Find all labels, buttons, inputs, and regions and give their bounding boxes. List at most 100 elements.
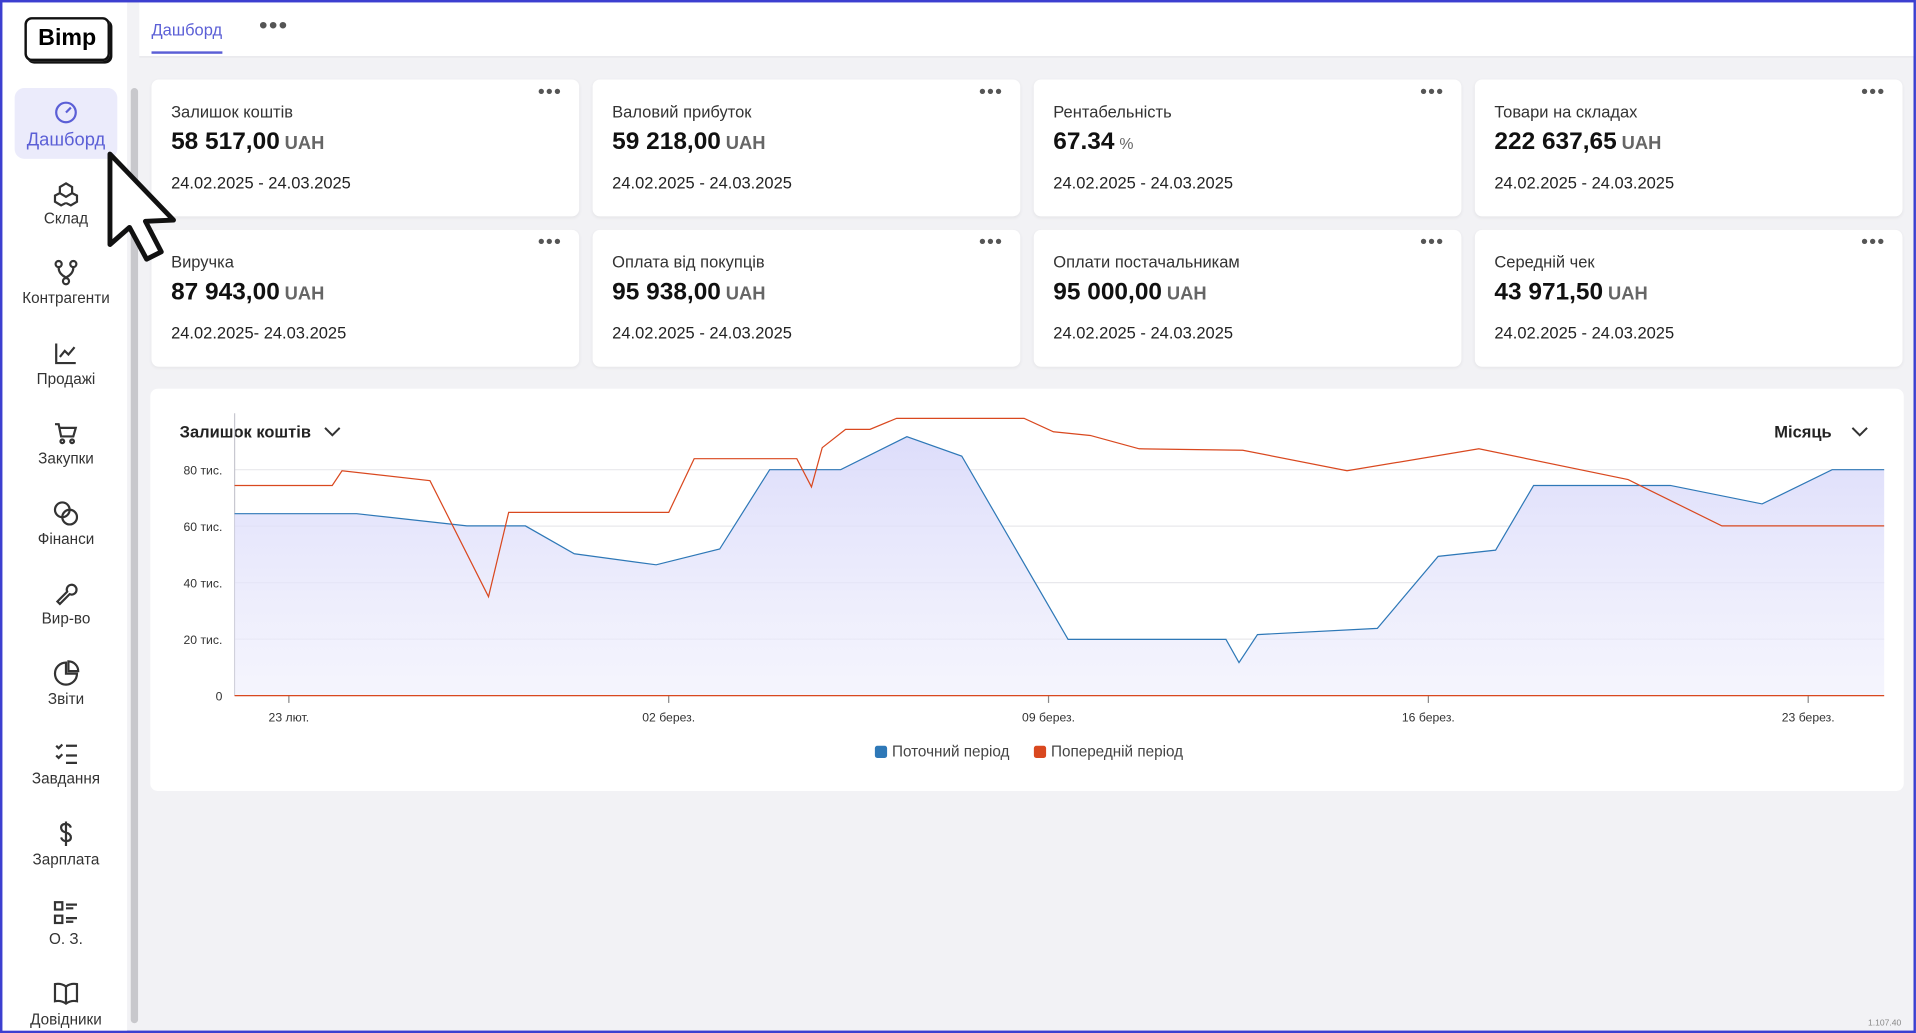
kpi-card: Оплата від покупців 95 938,00 UAH 24.02.202…	[592, 229, 1021, 367]
nav-item[interactable]: О. З.	[15, 889, 118, 960]
kpi-value: 95 938,00 UAH	[612, 279, 765, 307]
kpi-value: 59 218,00 UAH	[612, 128, 765, 156]
dropdown-icon[interactable]	[1851, 427, 1868, 437]
nav-label: Дашборд	[26, 129, 106, 151]
kpi-number: 67.34	[1053, 128, 1115, 156]
card-menu[interactable]: •••	[1861, 81, 1886, 103]
nav-label: О. З.	[49, 930, 83, 948]
kpi-value: 43 971,50 UAH	[1494, 279, 1647, 307]
line	[234, 417, 1885, 599]
nav-item[interactable]: Продажі	[15, 328, 118, 399]
nav-icon	[53, 982, 79, 1005]
card-menu[interactable]: •••	[1420, 81, 1445, 103]
kpi-period: 24.02.2025 - 24.03.2025	[171, 173, 351, 192]
card-menu[interactable]: •••	[1861, 232, 1886, 254]
kpi-period: 24.02.2025 - 24.03.2025	[1494, 323, 1675, 343]
kpi-unit: UAH	[284, 133, 325, 155]
kpi-number: 95 000,00	[1053, 278, 1163, 306]
nav-label: Зарплата	[32, 850, 100, 868]
legend-swatch	[1033, 745, 1047, 758]
x-tick-label: 23 лют.	[269, 710, 310, 724]
nav-label: Склад	[43, 209, 89, 227]
metric-selector[interactable]: Залишок коштів	[180, 424, 311, 442]
nav-item[interactable]: Склад	[15, 168, 118, 239]
nav-icon	[54, 423, 78, 445]
active-tab[interactable]: Дашборд	[151, 21, 223, 54]
kpi-title: Оплати постачальникам	[1053, 253, 1240, 272]
kpi-unit: UAH	[284, 283, 325, 305]
kpi-title: Середній чек	[1494, 253, 1595, 272]
nav-label: Завдання	[31, 770, 101, 788]
nav-label: Фінанси	[37, 529, 95, 548]
y-tick-label: 20 тис.	[183, 633, 222, 647]
area	[234, 436, 1885, 696]
nav-icon	[55, 342, 76, 364]
nav-item[interactable]: Вир-во	[15, 568, 118, 639]
x-tick-label: 09 берез.	[1022, 710, 1075, 724]
scrollbar[interactable]	[130, 88, 139, 1024]
nav-icon	[53, 181, 79, 207]
nav-icon	[55, 743, 77, 764]
nav-icon	[55, 101, 77, 124]
kpi-value: 58 517,00 UAH	[171, 128, 324, 156]
kpi-period: 24.02.2025 - 24.03.2025	[1053, 323, 1234, 343]
nav-label: Закупки	[38, 449, 94, 467]
kpi-period: 24.02.2025 - 24.03.2025	[612, 323, 792, 343]
kpi-number: 43 971,50	[1494, 278, 1604, 306]
nav-label: Звіти	[47, 690, 85, 708]
kpi-number: 95 938,00	[612, 278, 721, 306]
card-menu[interactable]: •••	[1420, 232, 1445, 254]
nav-item[interactable]: Зарплата	[15, 809, 118, 880]
card-menu[interactable]: •••	[978, 232, 1004, 254]
nav-icon	[59, 820, 72, 846]
kpi-unit: UAH	[1166, 283, 1207, 305]
nav-label: Вир-во	[41, 610, 91, 628]
kpi-title: Валовий прибуток	[612, 102, 752, 122]
logo[interactable]: Bimp	[24, 17, 110, 62]
kpi-value: 95 000,00 UAH	[1053, 279, 1206, 307]
y-tick-label: 60 тис.	[183, 520, 222, 534]
nav-item[interactable]: Звіти	[15, 649, 118, 720]
kpi-number: 59 218,00	[612, 128, 721, 156]
nav-item[interactable]: Довідники	[15, 969, 118, 1031]
kpi-number: 222 637,65	[1494, 128, 1617, 156]
kpi-card: Рентабельність 67.34% 24.02.2025 - 24.03.2…	[1033, 79, 1462, 217]
x-tick-label: 16 берез.	[1402, 710, 1455, 724]
nav-icon	[53, 901, 77, 925]
y-tick-label: 40 тис.	[183, 577, 222, 591]
dropdown-icon[interactable]	[324, 427, 341, 437]
nav-item[interactable]: Закупки	[15, 408, 118, 479]
kpi-period: 24.02.2025 - 24.03.2025	[612, 173, 792, 192]
kpi-unit: UAH	[1608, 283, 1648, 305]
kpi-unit: %	[1119, 134, 1134, 153]
kpi-title: Залишок коштів	[171, 102, 294, 122]
kpi-card: Залишок коштів 58 517,00 UAH 24.02.2025 - 2…	[151, 79, 580, 217]
legend-label: Попередній період	[1051, 744, 1183, 761]
nav-item[interactable]: Завдання	[15, 729, 118, 800]
kpi-number: 87 943,00	[171, 278, 280, 306]
kpi-card: Товари на складах 222 637,65 UAH 24.02.2025…	[1474, 79, 1903, 217]
nav-label: Продажі	[36, 369, 96, 387]
kpi-unit: UAH	[725, 283, 766, 305]
nav-label: Контрагенти	[22, 289, 110, 307]
nav-icon	[53, 500, 79, 525]
kpi-card: Валовий прибуток 59 218,00 UAH 24.02.2025 -…	[592, 79, 1021, 217]
kpi-title: Товари на складах	[1494, 102, 1638, 122]
mouse-cursor	[107, 151, 176, 262]
period-selector[interactable]: Місяць	[1774, 424, 1831, 442]
card-menu[interactable]: •••	[537, 81, 563, 103]
card-menu[interactable]: •••	[537, 232, 563, 254]
nav-icon	[53, 659, 80, 686]
nav-item[interactable]: Фінанси	[15, 488, 118, 559]
sidebar: Bimp Дашборд Склад Контрагенти Продажі Закуп…	[2, 2, 128, 1031]
kpi-card: Оплати постачальникам 95 000,00 UAH 24.02.2…	[1033, 229, 1462, 367]
nav-icon	[54, 259, 78, 286]
kpi-unit: UAH	[725, 133, 766, 155]
x-tick-label: 23 берез.	[1782, 710, 1835, 724]
nav-item[interactable]: Контрагенти	[15, 248, 118, 319]
kpi-title: Виручка	[171, 253, 234, 272]
card-menu[interactable]: •••	[978, 81, 1004, 103]
nav-item[interactable]: Дашборд	[14, 88, 118, 159]
tab-menu[interactable]: •••	[259, 12, 289, 40]
